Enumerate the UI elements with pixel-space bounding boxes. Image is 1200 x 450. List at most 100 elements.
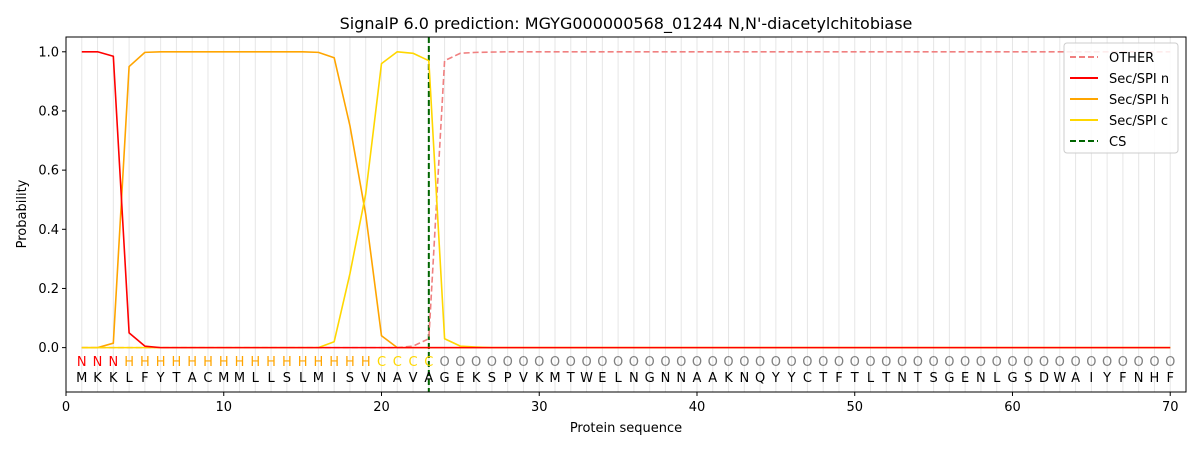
sequence-letter: L — [267, 371, 275, 386]
sequence-letter: C — [803, 371, 812, 386]
plot-frame — [65, 36, 1187, 393]
residue-label: C — [409, 355, 418, 370]
y-tick-label: 0.4 — [38, 223, 59, 238]
sequence-letter: N — [676, 371, 686, 386]
residue-label: O — [487, 355, 497, 370]
sequence-letter: G — [645, 371, 655, 386]
residue-label: O — [1165, 355, 1175, 370]
sequence-letter: G — [1007, 371, 1017, 386]
series-line-other — [81, 50, 1171, 349]
legend: OTHER Sec/SPI n Sec/SPI h Sec/SPI c CS — [1063, 42, 1179, 154]
residue-label: C — [393, 355, 402, 370]
sequence-letter: N — [661, 371, 671, 386]
residue-label: O — [1118, 355, 1128, 370]
residue-label: H — [361, 355, 371, 370]
sequence-letter: C — [203, 371, 212, 386]
sequence-letter: A — [693, 371, 702, 386]
residue-label: H — [172, 355, 182, 370]
sequence-letter: L — [252, 371, 260, 386]
legend-entry: CS — [1109, 135, 1126, 150]
sequence-letter: W — [580, 371, 593, 386]
sequence-letter: G — [944, 371, 954, 386]
legend-box — [1063, 42, 1179, 154]
sequence-letter: K — [109, 371, 118, 386]
sequence-letter: N — [897, 371, 907, 386]
residue-label: H — [187, 355, 197, 370]
residue-label: O — [771, 355, 781, 370]
y-tick-label: 1.0 — [38, 45, 59, 60]
residue-label: O — [1023, 355, 1033, 370]
residue-label: O — [518, 355, 528, 370]
residue-label: O — [503, 355, 513, 370]
residue-label: O — [802, 355, 812, 370]
residue-label: O — [897, 355, 907, 370]
sequence-letter: M — [234, 371, 245, 386]
sequence-letter: A — [1071, 371, 1080, 386]
residue-label: O — [1086, 355, 1096, 370]
sequence-letter: S — [1024, 371, 1032, 386]
sequence-letter: L — [614, 371, 622, 386]
residue-label: O — [976, 355, 986, 370]
y-axis-ticks: 0.0 0.2 0.4 0.6 0.8 1.0 — [38, 45, 66, 356]
sequence-letter: D — [1039, 371, 1049, 386]
residue-label: H — [203, 355, 213, 370]
sequence-letter: A — [393, 371, 402, 386]
sequence-letter: M — [549, 371, 560, 386]
residue-label: O — [739, 355, 749, 370]
sequence-letter: T — [913, 371, 922, 386]
x-axis-label: Protein sequence — [570, 421, 682, 436]
sequence-letter: K — [472, 371, 481, 386]
legend-entry: OTHER — [1109, 51, 1154, 66]
sequence-letter: L — [867, 371, 875, 386]
sequence-letter: L — [299, 371, 307, 386]
series-line-sec-spi-h — [81, 50, 1171, 349]
residue-label: O — [928, 355, 938, 370]
x-tick-label: 60 — [1004, 400, 1021, 415]
y-tick-label: 0.0 — [38, 341, 59, 356]
residue-label: O — [566, 355, 576, 370]
sequence-letter: F — [1119, 371, 1126, 386]
sequence-letter: A — [424, 371, 433, 386]
sequence-letter: E — [598, 371, 606, 386]
sequence-letter: K — [724, 371, 733, 386]
sequence-letter: Y — [771, 371, 780, 386]
residue-label: O — [1102, 355, 1112, 370]
sequence-letter: I — [332, 371, 336, 386]
residue-label: O — [755, 355, 765, 370]
residue-label: O — [787, 355, 797, 370]
residue-label: H — [250, 355, 260, 370]
residue-label: N — [108, 355, 118, 370]
sequence-letter: N — [739, 371, 749, 386]
residue-label: O — [581, 355, 591, 370]
sequence-letter: N — [377, 371, 387, 386]
sequence-letter: T — [818, 371, 827, 386]
chart-title: SignalP 6.0 prediction: MGYG000000568_01… — [340, 14, 913, 34]
residue-label: O — [629, 355, 639, 370]
sequence-letter: E — [456, 371, 464, 386]
sequence-letter: N — [1134, 371, 1144, 386]
residue-label: O — [818, 355, 828, 370]
x-tick-label: 40 — [689, 400, 706, 415]
sequence-letter: H — [1150, 371, 1160, 386]
sequence-letter: Y — [1102, 371, 1111, 386]
sequence-letter: Q — [755, 371, 765, 386]
sequence-letter: T — [566, 371, 575, 386]
residue-label: N — [77, 355, 87, 370]
sequence-letter: M — [218, 371, 229, 386]
sequence-letter: S — [283, 371, 291, 386]
sequence-letter: S — [488, 371, 496, 386]
vertical-gridlines — [81, 37, 1171, 392]
residue-label: H — [266, 355, 276, 370]
series-lines — [81, 50, 1171, 349]
sequence-letter: W — [1053, 371, 1066, 386]
sequence-letter: N — [629, 371, 639, 386]
series-line-sec-spi-c — [81, 50, 1171, 349]
residue-label: H — [298, 355, 308, 370]
residue-label: O — [550, 355, 560, 370]
sequence-letter: A — [188, 371, 197, 386]
residue-label: H — [345, 355, 355, 370]
residue-label: O — [708, 355, 718, 370]
sequence-letter: N — [976, 371, 986, 386]
